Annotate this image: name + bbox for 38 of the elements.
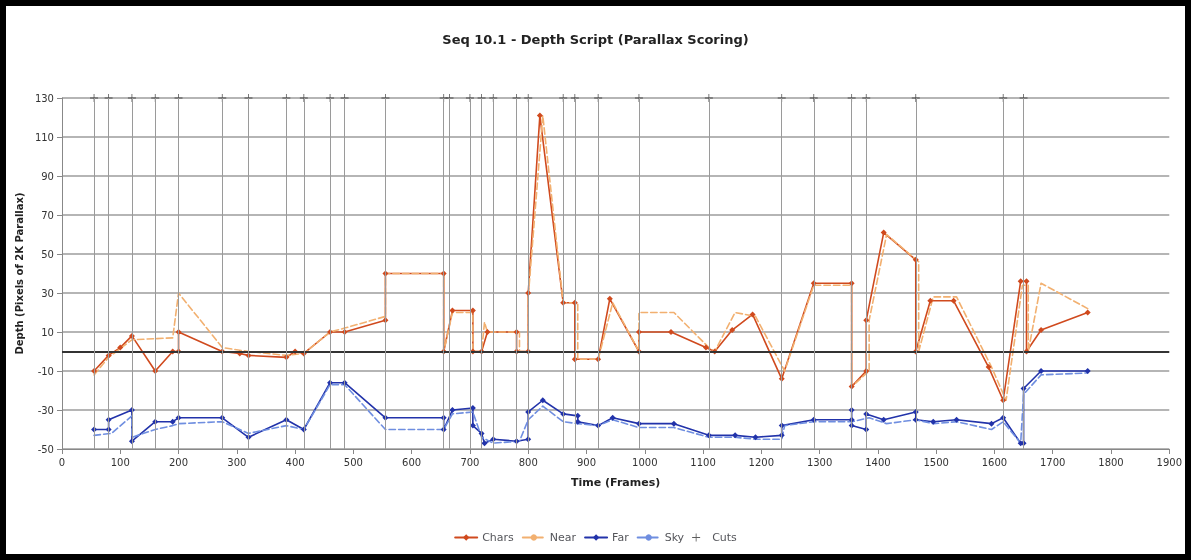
x-tick-label: 1600 bbox=[981, 456, 1008, 468]
legend-label: Chars bbox=[482, 531, 515, 544]
chart-title: Seq 10.1 - Depth Script (Parallax Scoring) bbox=[442, 32, 749, 47]
x-tick-label: 900 bbox=[576, 456, 597, 468]
legend-label: Near bbox=[549, 531, 577, 544]
x-tick-label: 400 bbox=[285, 456, 305, 468]
x-tick-label: 800 bbox=[518, 456, 538, 468]
x-tick-label: 500 bbox=[343, 456, 363, 468]
y-tick-label: -10 bbox=[37, 365, 54, 377]
x-tick-label: 1900 bbox=[1156, 456, 1182, 468]
x-tick-label: 0 bbox=[58, 456, 66, 468]
y-tick-label: 130 bbox=[34, 92, 54, 104]
x-tick-label: 1800 bbox=[1098, 456, 1124, 468]
x-tick-label: 1700 bbox=[1039, 456, 1066, 468]
y-tick-label: 70 bbox=[41, 209, 54, 221]
legend-label: Cuts bbox=[712, 531, 738, 544]
x-tick-label: 1200 bbox=[748, 456, 775, 468]
legend-label: Sky bbox=[664, 531, 685, 544]
x-tick-label: 1300 bbox=[806, 456, 833, 468]
y-tick-label: -30 bbox=[37, 404, 54, 416]
x-tick-label: 1000 bbox=[632, 456, 658, 468]
x-axis-title: Time (Frames) bbox=[571, 476, 661, 489]
x-tick-label: 700 bbox=[460, 456, 480, 468]
x-tick-label: 100 bbox=[110, 456, 130, 468]
legend-label: Far bbox=[612, 531, 630, 544]
x-tick-label: 300 bbox=[227, 456, 247, 468]
y-tick-label: -50 bbox=[37, 443, 54, 455]
x-tick-label: 1400 bbox=[865, 456, 891, 468]
y-tick-label: 10 bbox=[41, 326, 54, 338]
y-tick-label: 110 bbox=[34, 131, 54, 143]
y-axis-title: Depth (Pixels of 2K Parallax) bbox=[13, 192, 25, 355]
x-tick-label: 600 bbox=[402, 456, 422, 468]
x-tick-label: 200 bbox=[169, 456, 189, 468]
x-tick-label: 1500 bbox=[923, 456, 949, 468]
x-tick-label: 1100 bbox=[690, 456, 716, 468]
y-tick-label: 90 bbox=[41, 170, 54, 182]
y-tick-label: 30 bbox=[41, 287, 54, 299]
y-tick-label: 50 bbox=[41, 248, 54, 260]
